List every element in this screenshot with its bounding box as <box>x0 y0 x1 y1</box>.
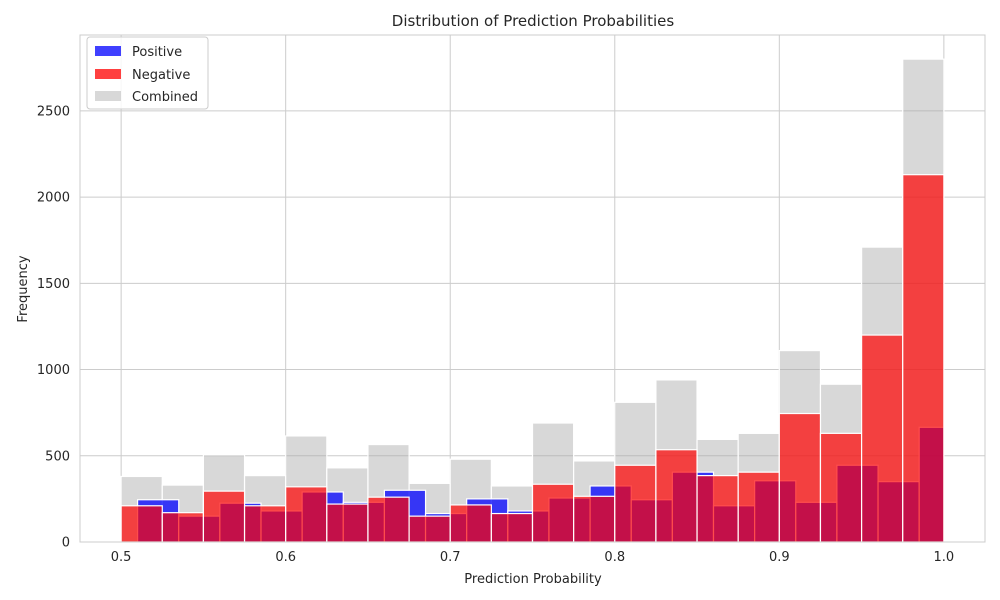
x-tick-label: 0.5 <box>111 550 132 565</box>
bar-negative <box>490 512 534 543</box>
bar-negative <box>655 449 698 543</box>
bar-negative <box>696 475 739 543</box>
bar-negative <box>285 486 328 543</box>
y-tick-label: 2500 <box>37 104 70 119</box>
bar-negative <box>614 464 657 543</box>
y-tick-label: 1000 <box>37 363 70 378</box>
y-tick-label: 500 <box>45 449 70 464</box>
x-tick-label: 0.8 <box>604 550 625 565</box>
x-tick-label: 1.0 <box>934 550 955 565</box>
plot-frame <box>79 34 986 543</box>
bar-negative <box>737 471 780 543</box>
y-axis-label: Frequency <box>16 255 31 322</box>
legend: Positive Negative Combined <box>86 36 209 110</box>
bar-negative <box>408 515 451 543</box>
bar-negative <box>367 496 410 543</box>
bar-negative <box>902 174 945 543</box>
legend-swatch-positive <box>95 46 121 56</box>
legend-label-positive: Positive <box>132 45 182 60</box>
bar-negative <box>449 504 492 543</box>
chart-title: Distribution of Prediction Probabilities <box>392 12 675 30</box>
legend-label-combined: Combined <box>132 90 198 105</box>
legend-swatch-combined <box>95 91 121 101</box>
bar-negative <box>860 334 904 543</box>
bar-negative <box>326 503 369 543</box>
bar-negative <box>531 483 575 543</box>
legend-swatch-negative <box>95 69 121 79</box>
bar-negative <box>202 490 246 543</box>
bar-negative <box>161 512 205 543</box>
x-tick-label: 0.6 <box>275 550 296 565</box>
y-tick-label: 0 <box>62 536 70 551</box>
bar-negative <box>573 495 616 543</box>
bar-negative <box>243 505 287 543</box>
x-tick-label: 0.7 <box>440 550 461 565</box>
x-axis-label: Prediction Probability <box>464 572 602 587</box>
bar-negative <box>120 505 163 543</box>
y-tick-label: 1500 <box>37 277 70 292</box>
bar-negative <box>819 432 863 543</box>
tick-labels: 0.5 0.6 0.7 0.8 0.9 1.0 0 500 1000 1500 2000 2500 <box>37 104 954 565</box>
x-tick-label: 0.9 <box>769 550 790 565</box>
y-tick-label: 2000 <box>37 191 70 206</box>
legend-label-negative: Negative <box>132 68 190 83</box>
bar-negative <box>778 412 822 543</box>
